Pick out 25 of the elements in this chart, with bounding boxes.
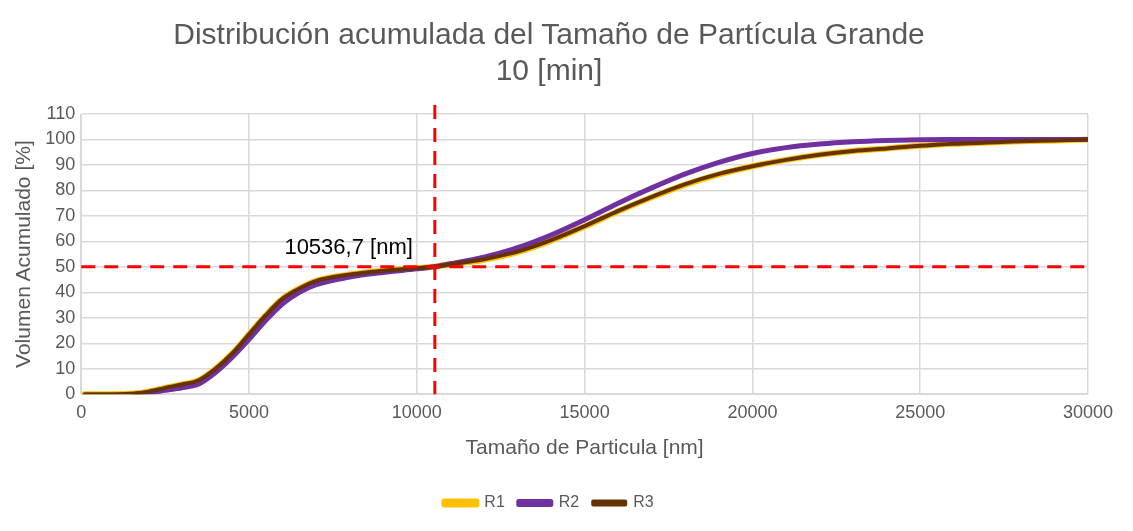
y-tick-label: 60 xyxy=(55,230,76,251)
y-tick-label: 90 xyxy=(55,153,76,174)
y-tick-label: 80 xyxy=(55,179,76,200)
chart-title: Distribución acumulada del Tamaño de Partícula Grande 10 [min] xyxy=(173,17,925,87)
y-tick-label: 50 xyxy=(55,255,76,276)
y-tick-label: 40 xyxy=(55,281,76,302)
x-tick-label: 10000 xyxy=(391,401,442,422)
y-axis-title: Volumen Acumulado [%] xyxy=(11,140,35,368)
y-tick-label: 100 xyxy=(45,128,76,149)
y-tick-label: 70 xyxy=(55,204,76,225)
y-tick-label: 110 xyxy=(46,102,76,123)
y-tick-label: 10 xyxy=(55,357,76,378)
x-axis-title: Tamaño de Particula [nm] xyxy=(465,435,704,459)
x-tick-label: 20000 xyxy=(727,401,778,422)
y-tick-label: 20 xyxy=(55,332,76,353)
legend-label: R2 xyxy=(558,493,580,511)
legend-label: R3 xyxy=(633,493,654,511)
x-tick-label: 5000 xyxy=(229,401,270,422)
y-tick-label: 0 xyxy=(65,383,76,404)
legend-label: R1 xyxy=(484,493,505,511)
y-tick-label: 30 xyxy=(55,306,76,327)
annotation: 10536,7 [nm] xyxy=(284,233,413,259)
x-tick-label: 30000 xyxy=(1062,401,1114,422)
x-tick-label: 25000 xyxy=(895,401,946,422)
x-tick-label: 15000 xyxy=(559,401,610,422)
